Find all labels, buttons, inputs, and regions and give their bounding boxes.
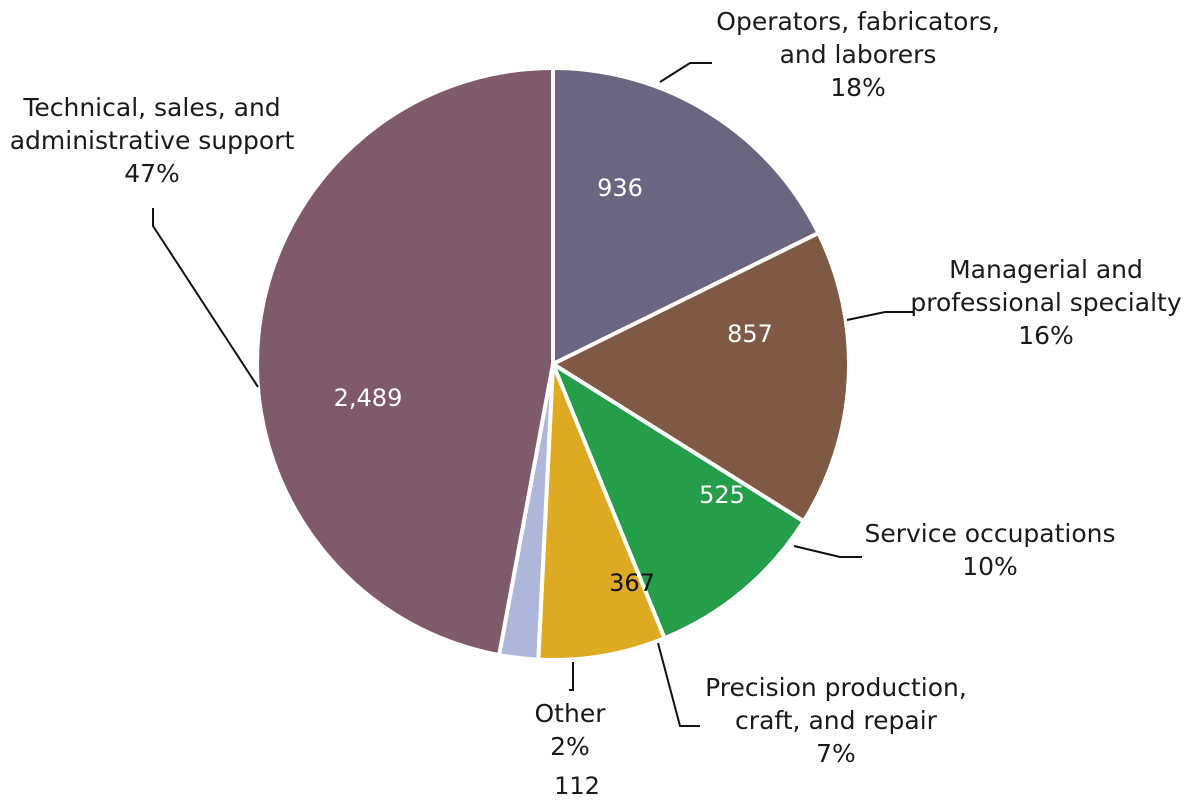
slice-value-service: 525 <box>699 481 745 509</box>
slice-label-line: Managerial and <box>949 255 1143 284</box>
pie-slice-operators <box>551 66 821 366</box>
slice-label-service: Service occupations 10% <box>864 519 1115 581</box>
slice-label-precision: Precision production, craft, and repair 7% <box>705 673 967 768</box>
leader-line-service <box>793 545 862 558</box>
slice-percent-precision: 7% <box>816 739 856 768</box>
slice-label-managerial: Managerial and professional specialty 16% <box>910 255 1181 350</box>
slice-label-line: Precision production, <box>705 673 967 702</box>
pie-slice-technical <box>255 66 555 658</box>
slice-percent-managerial: 16% <box>1018 321 1074 350</box>
slice-value-precision: 367 <box>609 569 655 597</box>
slice-percent-operators: 18% <box>830 73 886 102</box>
slice-label-line: and laborers <box>780 40 937 69</box>
slice-label-line: professional specialty <box>910 288 1181 317</box>
slice-value-other: 112 <box>554 772 600 800</box>
slice-value-operators: 936 <box>597 174 643 202</box>
slice-label-technical: Technical, sales, and administrative supp… <box>10 93 295 188</box>
slice-label-line: Operators, fabricators, <box>716 7 999 36</box>
leader-line-managerial <box>846 311 914 321</box>
slice-percent-technical: 47% <box>124 159 180 188</box>
slice-label-operators: Operators, fabricators, and laborers 18% <box>716 7 999 102</box>
slice-label-line: Technical, sales, and <box>22 93 280 122</box>
pie-slice-managerial <box>551 231 851 524</box>
leader-line-precision <box>657 642 700 727</box>
slice-label-line: craft, and repair <box>735 706 938 735</box>
pie-slice-service <box>551 362 806 641</box>
slice-value-labels: 936 857 525 367 112 2,489 <box>334 174 773 800</box>
slice-label-line: Other <box>535 699 607 728</box>
pie-slices <box>255 66 851 662</box>
slice-value-technical: 2,489 <box>334 384 403 412</box>
slice-category-labels: Operators, fabricators, and laborers 18% Ma… <box>10 7 1182 768</box>
slice-label-line: administrative support <box>10 126 295 155</box>
slice-percent-service: 10% <box>962 552 1018 581</box>
pie-slice-precision <box>536 362 667 662</box>
slice-percent-other: 2% <box>550 732 590 761</box>
slice-label-line: Service occupations <box>864 519 1115 548</box>
leader-line-other <box>569 662 574 691</box>
slice-label-other: Other 2% <box>535 699 607 761</box>
leader-lines <box>152 62 914 727</box>
leader-line-operators <box>659 62 712 83</box>
leader-line-technical <box>152 208 259 388</box>
slice-value-managerial: 857 <box>727 320 773 348</box>
